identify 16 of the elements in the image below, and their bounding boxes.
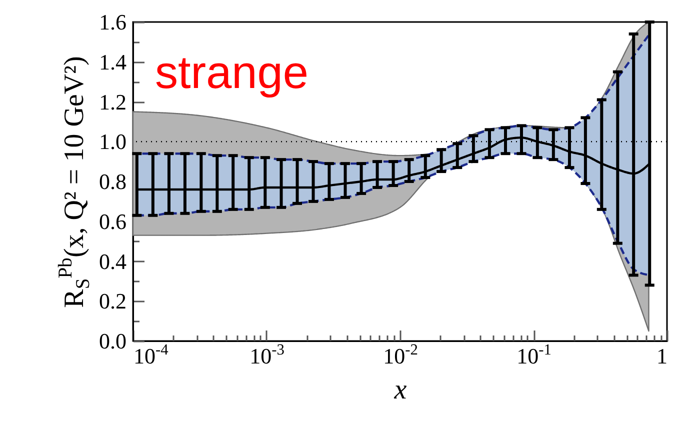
- x-tick-label: 10$^{-4}$: [134, 341, 169, 368]
- x-tick-label: 1: [656, 344, 668, 368]
- y-tick-label: 0.6: [99, 208, 126, 234]
- annotation: strange: [155, 46, 308, 98]
- y-tick-label: 1.4: [99, 49, 126, 74]
- y-tick-label: 0.2: [99, 288, 126, 314]
- y-tick-label: 0.4: [99, 248, 126, 274]
- y-tick-label: 0.0: [99, 328, 126, 354]
- y-tick-label: 1.0: [99, 129, 126, 154]
- x-axis-title: x: [393, 374, 408, 406]
- x-tick-label: 10$^{-2}$: [383, 341, 418, 368]
- y-tick-label: 1.2: [99, 89, 126, 114]
- y-tick-label: 1.6: [99, 10, 126, 34]
- y-tick-label: 0.8: [99, 169, 126, 194]
- x-tick-label: 10$^{-3}$: [250, 341, 285, 368]
- x-tick-label: 10$^{-1}$: [516, 341, 552, 368]
